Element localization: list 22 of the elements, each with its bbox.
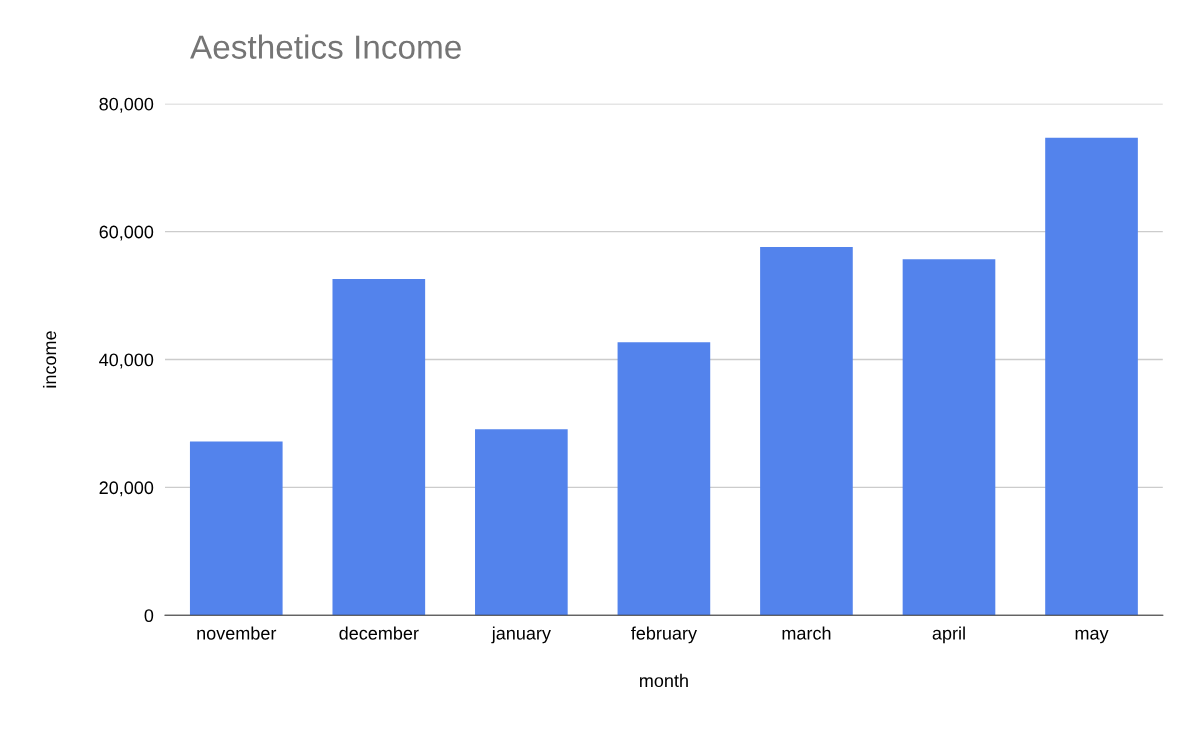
y-tick-label: 20,000: [99, 481, 154, 497]
x-tick-label: march: [782, 626, 831, 640]
x-tick-label: april: [932, 626, 965, 644]
y-tick-label: 0: [144, 609, 154, 623]
x-tick-label: december: [339, 626, 419, 640]
x-tick-label: february: [631, 626, 697, 644]
y-axis-title: income: [42, 331, 57, 388]
y-tick-label: 60,000: [99, 225, 154, 241]
bar: [332, 278, 426, 616]
bar: [475, 429, 568, 616]
bar: [189, 441, 283, 616]
chart-title: Aesthetics Income: [190, 34, 461, 59]
x-tick-label: january: [491, 626, 551, 644]
x-axis-title: month: [640, 673, 688, 688]
x-tick-label: may: [1075, 629, 1109, 644]
bar: [902, 259, 996, 616]
bar: [760, 247, 853, 616]
x-tick-label: november: [197, 626, 277, 640]
y-tick-label: 80,000: [99, 97, 154, 113]
bar: [1045, 137, 1138, 616]
y-tick-label: 40,000: [99, 353, 154, 369]
bar: [617, 342, 711, 616]
